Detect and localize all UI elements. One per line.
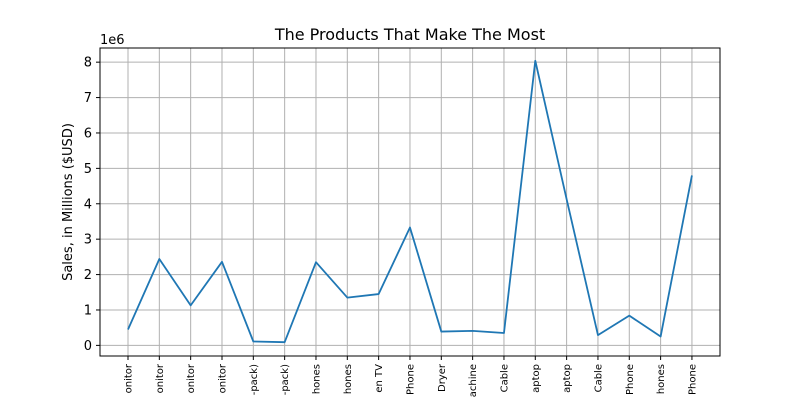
x-tick-label: aptop: [562, 364, 573, 393]
y-tick-label: 3: [84, 233, 92, 248]
y-tick-label: 0: [84, 339, 92, 354]
y-tick-label: 6: [84, 126, 92, 141]
x-tick-label: Cable: [499, 364, 510, 392]
x-tick-label: Dryer: [437, 363, 448, 392]
series-line: [127, 59, 693, 344]
x-tick-label: Phone: [405, 364, 416, 395]
grid-layer: [100, 48, 720, 356]
chart-title: The Products That Make The Most: [274, 25, 545, 44]
x-tick-label: -pack): [280, 364, 291, 395]
x-tick-label: Phone: [687, 364, 698, 395]
y-tick-label: 8: [84, 56, 92, 71]
x-tick-label: onitor: [155, 363, 166, 393]
y-tick-label: 5: [84, 162, 92, 177]
y-tick-label: 7: [84, 91, 92, 106]
x-tick-label: hones: [656, 364, 667, 394]
x-tick-label: en TV: [374, 364, 385, 393]
y-tick-label: 4: [84, 197, 92, 212]
x-ticks: onitor onitor onitor onitor -pack) -pack) hone…: [124, 356, 698, 397]
y-axis-label: Sales, in Millions ($USD): [61, 123, 76, 281]
x-tick-label: Phone: [625, 364, 636, 395]
y-offset-label: 1e6: [100, 33, 125, 48]
x-tick-label: aptop: [531, 364, 542, 393]
y-tick-label: 2: [84, 268, 92, 283]
y-tick-label: 1: [84, 303, 92, 318]
y-ticks: 0 1 2 3 4 5 6 7 8: [84, 56, 100, 354]
x-tick-label: hones: [343, 364, 354, 394]
x-tick-label: -pack): [249, 364, 260, 395]
line-layer: [127, 59, 693, 344]
x-tick-label: onitor: [186, 363, 197, 393]
x-tick-label: onitor: [217, 363, 228, 393]
x-tick-label: hones: [311, 364, 322, 394]
x-tick-label: Cable: [593, 364, 604, 392]
x-tick-label: achine: [468, 364, 479, 397]
x-tick-label: onitor: [124, 363, 135, 393]
